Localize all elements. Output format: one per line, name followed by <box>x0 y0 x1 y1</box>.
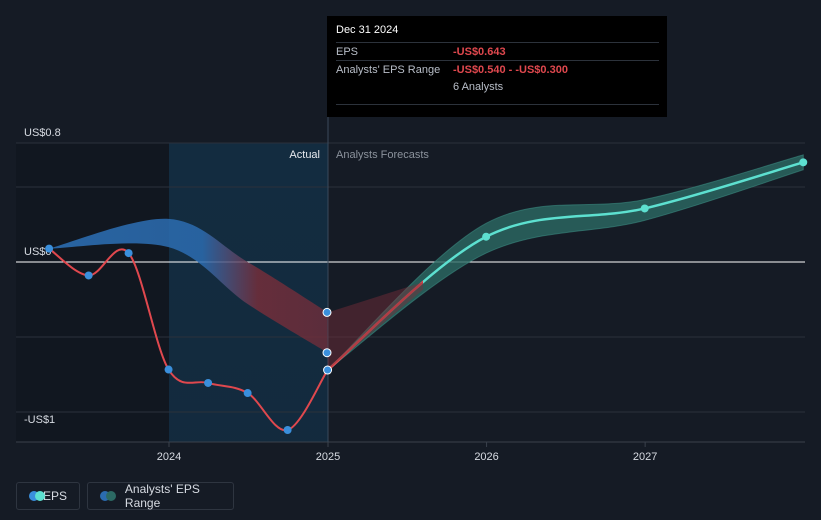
eps-actual-point <box>204 378 213 387</box>
past-background <box>16 143 169 442</box>
legend-range-label: Analysts' EPS Range <box>124 482 200 510</box>
tooltip-date: Dec 31 2024 <box>336 24 399 36</box>
eps-forecast-point <box>482 232 491 241</box>
legend-eps-button[interactable]: EPS <box>16 482 80 510</box>
eps-forecast-point <box>799 158 808 167</box>
tooltip-divider <box>336 104 659 105</box>
eps-forecast-line-negative <box>326 280 423 371</box>
legend-range-button[interactable]: Analysts' EPS Range <box>87 482 234 510</box>
range-band-forecast <box>327 154 804 371</box>
eps-actual-point <box>84 271 93 280</box>
eps-forecast-point <box>640 204 649 213</box>
eps-actual-point <box>124 249 133 258</box>
tooltip-range-value: -US$0.540 - -US$0.300 <box>453 63 568 76</box>
actual-label: Actual <box>289 149 320 161</box>
range-end-point <box>322 348 332 358</box>
eps-actual-point <box>164 365 173 374</box>
tooltip-eps-value: -US$0.643 <box>453 45 506 58</box>
eps-actual-point <box>283 426 292 434</box>
legend-eps-label: EPS <box>42 489 67 503</box>
tooltip: Dec 31 2024 EPS -US$0.643 Analysts' EPS … <box>327 16 667 117</box>
x-tick-label: 2026 <box>474 451 498 463</box>
range-end-point <box>322 307 332 317</box>
eps-actual-point <box>323 365 333 375</box>
eps-legend-icon <box>29 491 45 501</box>
x-tick-label: 2027 <box>633 451 657 463</box>
tooltip-range-label: Analysts' EPS Range <box>336 63 441 76</box>
tooltip-row-eps: EPS -US$0.643 <box>336 42 659 60</box>
tooltip-row-analysts: 6 Analysts <box>336 78 659 95</box>
x-tick-label: 2025 <box>316 451 340 463</box>
tooltip-row-range: Analysts' EPS Range -US$0.540 - -US$0.30… <box>336 60 659 78</box>
tooltip-analysts: 6 Analysts <box>453 80 504 93</box>
eps-actual-point <box>243 389 252 398</box>
forecast-label: Analysts Forecasts <box>336 149 429 161</box>
forecast-negative-shade <box>327 282 423 371</box>
range-band-past <box>49 218 328 353</box>
y-tick-label: US$0.8 <box>24 127 61 139</box>
x-tick-label: 2024 <box>157 451 181 463</box>
range-legend-icon <box>100 491 117 501</box>
eps-actual-point <box>45 244 54 253</box>
tooltip-eps-label: EPS <box>336 45 359 58</box>
y-tick-label: US$0 <box>24 246 52 258</box>
y-tick-label: -US$1 <box>24 414 55 426</box>
